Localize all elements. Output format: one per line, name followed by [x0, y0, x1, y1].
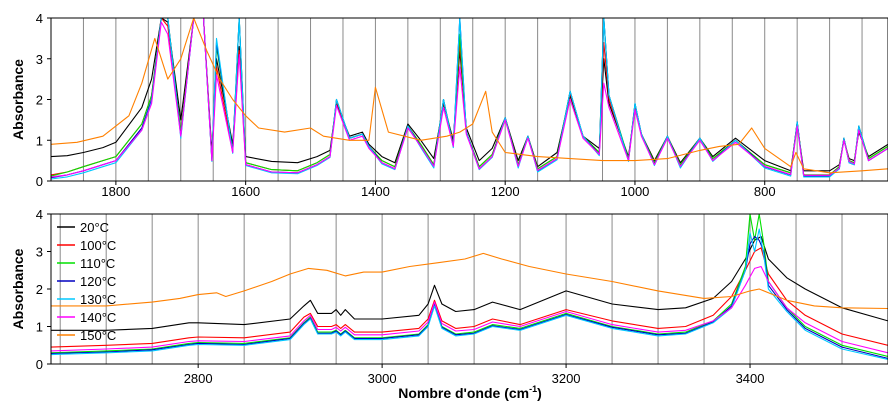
- x-tick-label: 3000: [368, 371, 397, 386]
- x-tick-label: 1600: [231, 184, 260, 199]
- x-tick-label: 1000: [620, 184, 649, 199]
- series-group: [51, 18, 888, 180]
- legend-label: 100°C: [80, 238, 116, 253]
- legend-label: 110°C: [80, 256, 115, 271]
- y-tick-label: 2: [36, 282, 43, 297]
- x-tick-label: 2800: [184, 371, 213, 386]
- top-panel: 800 1000 1200 1400 1600 1800 0 1 2 3 4 Absorbance: [10, 11, 888, 199]
- y-tick-label: 4: [36, 11, 43, 26]
- series-line-140c: [51, 18, 888, 178]
- x-tick-label: 1200: [491, 184, 520, 199]
- legend-label: 150°C: [80, 328, 116, 343]
- grid-lines: [50, 18, 863, 181]
- y-axis-title: Absorbance: [10, 59, 26, 140]
- x-tick-label: 3200: [552, 371, 581, 386]
- legend-label: 20°C: [80, 220, 109, 235]
- grid-lines: [59, 214, 888, 364]
- legend: 20°C 100°C 110°C 120°C 130°C 140°C 150°C: [57, 220, 116, 343]
- x-tick-label: 1800: [101, 184, 130, 199]
- legend-label: 140°C: [80, 310, 116, 325]
- y-tick-label: 2: [36, 93, 43, 108]
- legend-label: 120°C: [80, 274, 116, 289]
- series-line-140c: [51, 265, 888, 354]
- y-tick-label: 0: [36, 357, 43, 372]
- y-axis-title: Absorbance: [10, 248, 26, 329]
- series-line-150c: [51, 252, 888, 310]
- series-group: [51, 214, 888, 361]
- series-line-130c: [51, 228, 888, 361]
- bottom-panel: 2800 3000 3200 3400 0 1 2 3 4 Absorbance 20°C 100°C…: [10, 207, 888, 386]
- x-tick-label: 800: [754, 184, 776, 199]
- y-tick-label: 1: [36, 133, 43, 148]
- legend-label: 130°C: [80, 292, 116, 307]
- x-tick-label: 1400: [361, 184, 390, 199]
- y-tick-label: 1: [36, 320, 43, 335]
- series-line-150c: [51, 18, 888, 174]
- series-line-100c: [51, 247, 888, 348]
- x-axis-title: Nombre d'onde (cm-1): [398, 384, 542, 401]
- y-tick-label: 3: [36, 52, 43, 67]
- y-tick-label: 0: [36, 174, 43, 189]
- series-line-110c: [51, 214, 888, 358]
- y-tick-label: 4: [36, 207, 43, 222]
- x-tick-label: 3400: [736, 371, 765, 386]
- y-tick-label: 3: [36, 245, 43, 260]
- series-line-130c: [51, 18, 888, 180]
